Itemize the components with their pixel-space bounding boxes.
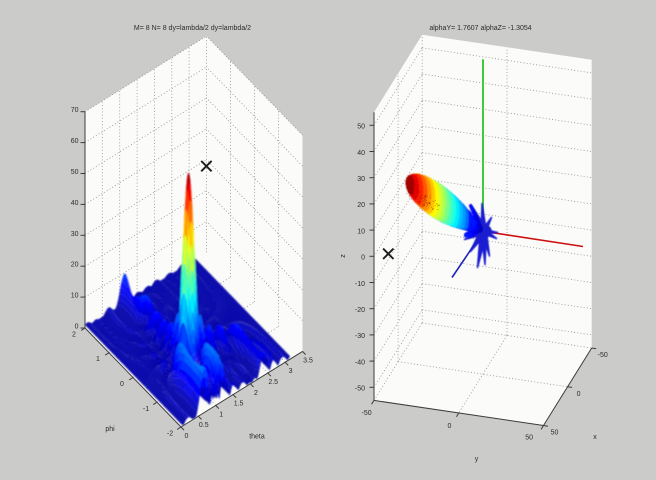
svg-text:-50: -50 [362,410,372,417]
svg-text:30: 30 [357,176,365,183]
svg-text:10: 10 [357,228,365,235]
svg-text:0: 0 [577,391,581,398]
svg-text:0: 0 [185,433,189,440]
svg-text:3: 3 [289,368,293,375]
svg-text:x: x [593,434,597,441]
svg-text:M= 8 N= 8 dy=lambda/2 dy=lambd: M= 8 N= 8 dy=lambda/2 dy=lambda/2 [134,25,251,32]
svg-text:-30: -30 [355,333,365,340]
svg-text:0.5: 0.5 [199,422,209,429]
svg-text:70: 70 [71,107,79,114]
svg-text:20: 20 [71,262,79,269]
svg-text:2.5: 2.5 [268,379,278,386]
svg-text:50: 50 [551,430,559,437]
svg-text:50: 50 [357,124,365,131]
svg-text:2: 2 [254,390,258,397]
svg-text:0: 0 [447,423,451,430]
svg-text:50: 50 [71,169,79,176]
svg-text:-1: -1 [143,406,149,413]
svg-text:theta: theta [249,434,265,441]
svg-text:1: 1 [219,411,223,418]
svg-text:-20: -20 [355,307,365,314]
svg-text:50: 50 [525,434,533,441]
svg-text:60: 60 [71,138,79,145]
svg-text:phi: phi [105,426,115,433]
svg-text:40: 40 [71,200,79,207]
svg-text:-50: -50 [598,352,608,359]
svg-text:0: 0 [120,381,124,388]
svg-text:-50: -50 [355,386,365,393]
svg-text:2: 2 [72,332,76,339]
svg-text:y: y [475,456,479,463]
svg-text:10: 10 [71,293,79,300]
svg-text:0: 0 [361,255,365,262]
svg-text:30: 30 [71,231,79,238]
svg-text:1.5: 1.5 [234,401,244,408]
svg-text:-40: -40 [355,359,365,366]
svg-text:-2: -2 [167,431,173,438]
svg-text:1: 1 [96,356,100,363]
svg-text:-10: -10 [355,281,365,288]
svg-text:0: 0 [75,324,79,331]
svg-text:3.5: 3.5 [303,357,313,364]
svg-text:20: 20 [357,202,365,209]
svg-text:z: z [340,254,347,258]
svg-text:alphaY= 1.7607 alphaZ= -1.3054: alphaY= 1.7607 alphaZ= -1.3054 [429,25,531,32]
svg-text:40: 40 [357,150,365,157]
